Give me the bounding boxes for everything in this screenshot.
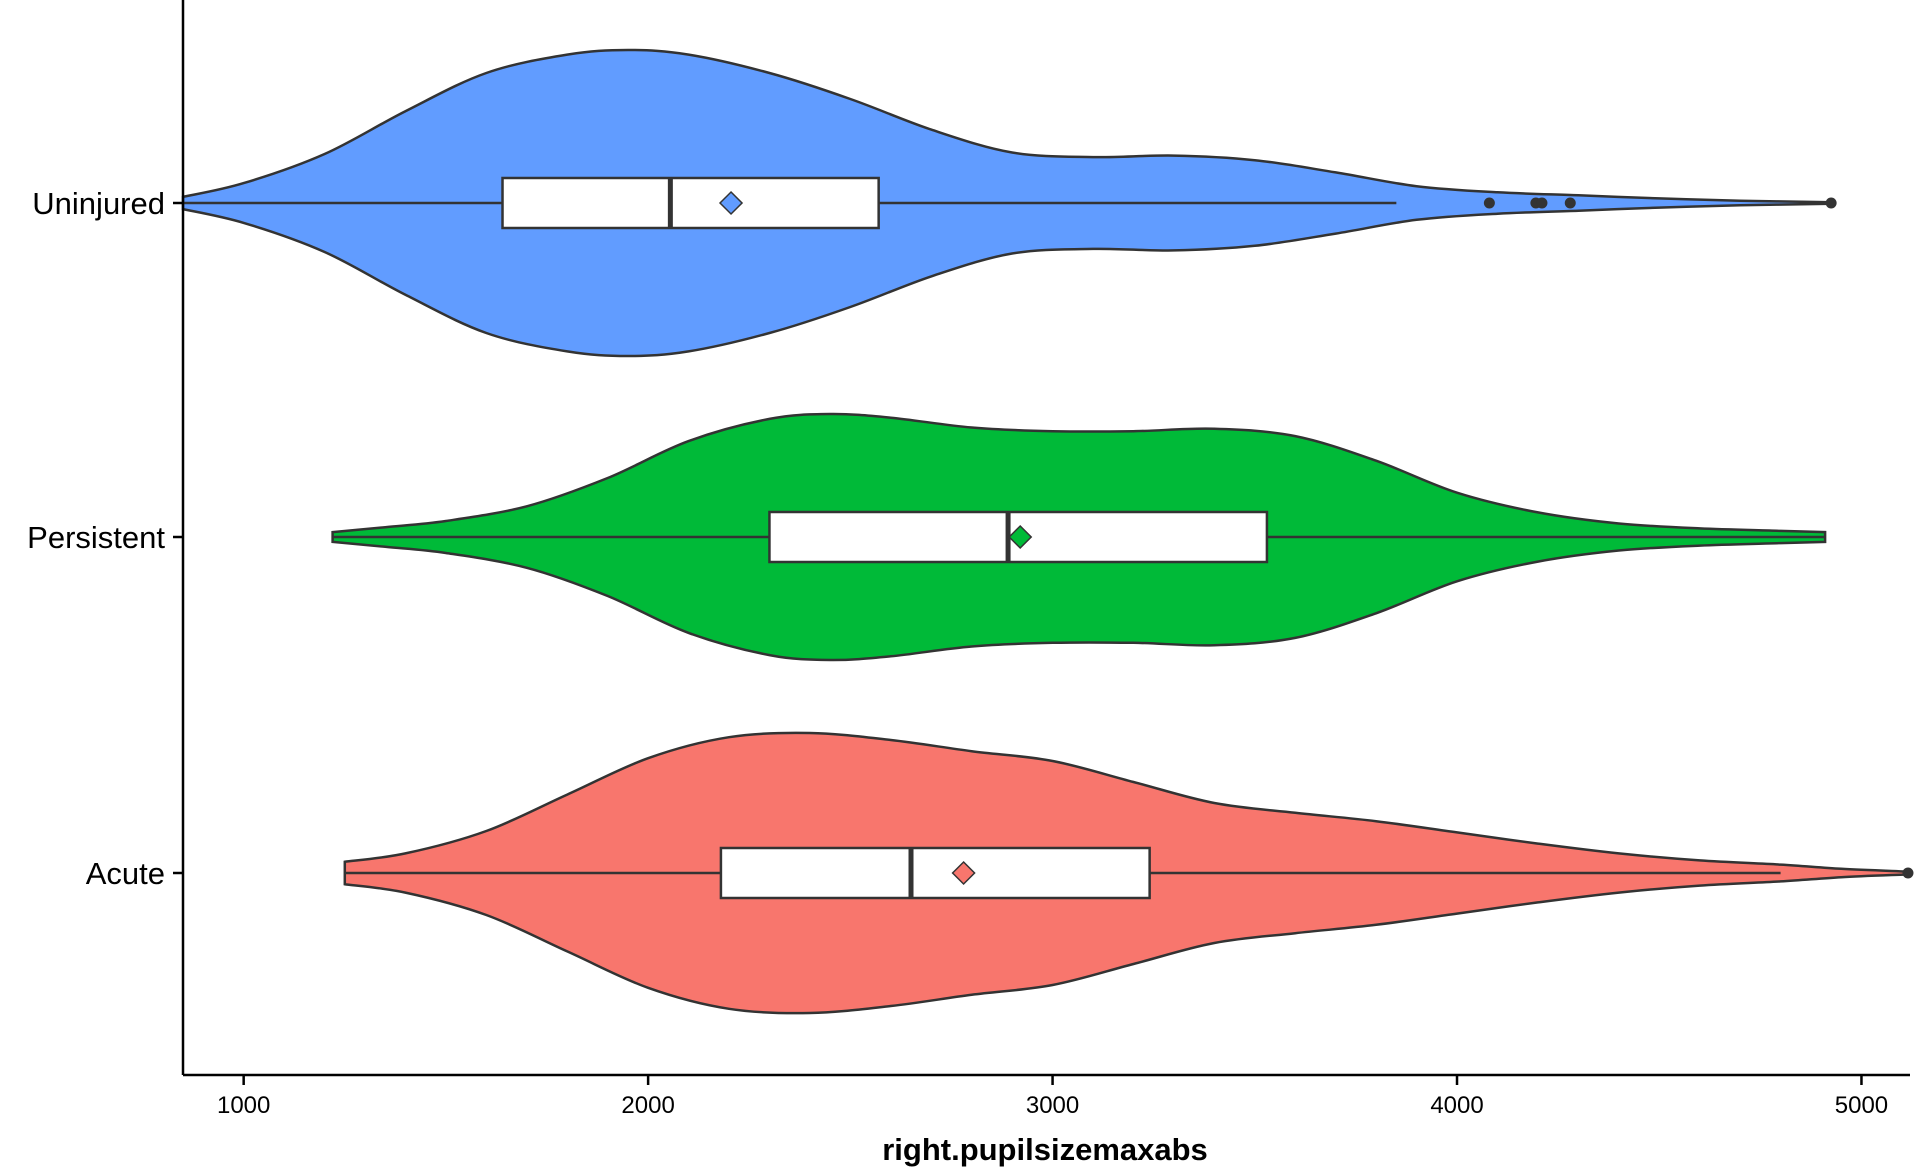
box-layer <box>183 176 1914 900</box>
x-tick-label: 5000 <box>1835 1092 1888 1119</box>
box-uninjured <box>501 176 880 230</box>
outlier-point-uninjured <box>1825 197 1837 209</box>
x-axis-title: right.pupilsizemaxabs <box>882 1132 1208 1167</box>
category-labels-layer: Uninjured Persistent Acute <box>27 186 183 891</box>
category-label-acute: Acute <box>86 856 165 891</box>
category-label-persistent: Persistent <box>27 520 165 555</box>
outlier-point-uninjured <box>1536 197 1548 209</box>
outlier-point-uninjured <box>1483 197 1495 209</box>
outlier-point-uninjured <box>1564 197 1576 209</box>
x-tick-label: 1000 <box>217 1092 270 1119</box>
x-ticks-layer: 1000 2000 3000 4000 5000 <box>217 1075 1888 1119</box>
x-tick-label: 4000 <box>1430 1092 1483 1119</box>
mean-marker-uninjured <box>718 190 744 216</box>
outlier-point-acute <box>1902 867 1914 879</box>
x-tick-label: 2000 <box>621 1092 674 1119</box>
mean-marker-acute <box>951 860 976 886</box>
x-tick-label: 3000 <box>1026 1092 1079 1119</box>
mean-marker-persistent <box>1008 524 1033 550</box>
box-persistent <box>768 510 1269 564</box>
category-label-uninjured: Uninjured <box>32 186 165 221</box>
box-acute <box>719 846 1151 900</box>
